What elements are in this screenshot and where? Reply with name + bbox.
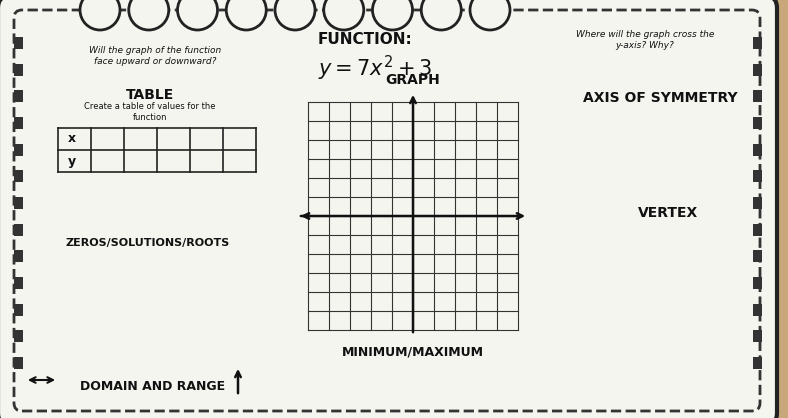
Text: GRAPH: GRAPH <box>385 73 440 87</box>
FancyBboxPatch shape <box>14 37 23 49</box>
FancyBboxPatch shape <box>14 330 23 342</box>
Circle shape <box>128 0 169 30</box>
Circle shape <box>422 0 461 30</box>
FancyBboxPatch shape <box>753 197 762 209</box>
Text: Where will the graph cross the
y-axis? Why?: Where will the graph cross the y-axis? W… <box>576 30 714 50</box>
FancyBboxPatch shape <box>753 144 762 155</box>
Text: FUNCTION:: FUNCTION: <box>318 33 412 48</box>
Circle shape <box>275 0 315 30</box>
FancyBboxPatch shape <box>14 250 23 263</box>
FancyBboxPatch shape <box>753 90 762 102</box>
FancyBboxPatch shape <box>753 303 762 316</box>
Circle shape <box>80 0 120 30</box>
FancyBboxPatch shape <box>753 357 762 369</box>
FancyBboxPatch shape <box>753 250 762 263</box>
FancyBboxPatch shape <box>14 277 23 289</box>
FancyBboxPatch shape <box>753 277 762 289</box>
FancyBboxPatch shape <box>14 64 23 76</box>
Text: Will the graph of the function
face upward or downward?: Will the graph of the function face upwa… <box>89 46 221 66</box>
Circle shape <box>373 0 412 30</box>
Text: MINIMUM/MAXIMUM: MINIMUM/MAXIMUM <box>342 346 484 359</box>
Text: x: x <box>68 133 76 145</box>
FancyBboxPatch shape <box>14 144 23 155</box>
Text: ZEROS/SOLUTIONS/ROOTS: ZEROS/SOLUTIONS/ROOTS <box>66 238 230 248</box>
Text: VERTEX: VERTEX <box>637 206 698 220</box>
FancyBboxPatch shape <box>753 224 762 236</box>
Circle shape <box>177 0 217 30</box>
FancyBboxPatch shape <box>753 37 762 49</box>
Text: AXIS OF SYMMETRY: AXIS OF SYMMETRY <box>582 91 738 105</box>
FancyBboxPatch shape <box>14 90 23 102</box>
Text: DOMAIN AND RANGE: DOMAIN AND RANGE <box>80 380 225 393</box>
FancyBboxPatch shape <box>14 357 23 369</box>
FancyBboxPatch shape <box>753 170 762 182</box>
Text: TABLE: TABLE <box>126 88 174 102</box>
FancyBboxPatch shape <box>14 117 23 129</box>
Circle shape <box>324 0 364 30</box>
FancyBboxPatch shape <box>14 303 23 316</box>
FancyBboxPatch shape <box>753 117 762 129</box>
FancyBboxPatch shape <box>14 224 23 236</box>
FancyBboxPatch shape <box>14 197 23 209</box>
FancyBboxPatch shape <box>753 330 762 342</box>
Circle shape <box>470 0 510 30</box>
Text: Create a table of values for the
function: Create a table of values for the functio… <box>84 102 216 122</box>
Text: $y = 7x^2 + 3$: $y = 7x^2 + 3$ <box>318 54 432 83</box>
FancyBboxPatch shape <box>14 170 23 182</box>
Text: y: y <box>68 155 76 168</box>
Circle shape <box>226 0 266 30</box>
FancyBboxPatch shape <box>753 64 762 76</box>
